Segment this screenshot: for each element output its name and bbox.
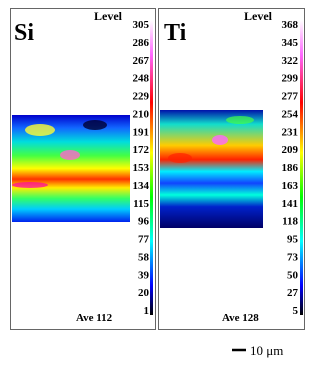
scale-label: 172: [133, 144, 150, 156]
map-blob: [60, 150, 80, 160]
scale-label: 58: [138, 251, 150, 263]
scale-label: 153: [133, 162, 150, 174]
panel-frame: [10, 8, 156, 330]
map-blob: [25, 124, 55, 136]
scale-label: 210: [133, 108, 150, 120]
scale-label: 286: [133, 37, 150, 49]
scale-label: 229: [133, 91, 150, 103]
scale-label: 163: [282, 180, 299, 192]
element-label: Ti: [164, 20, 187, 46]
scale-label: 96: [138, 216, 150, 228]
scale-label: 254: [282, 108, 299, 120]
scale-label: 77: [138, 234, 150, 246]
scale-bar-label: 10 μm: [250, 343, 283, 358]
level-label: Level: [244, 9, 273, 23]
map-blob: [226, 116, 254, 124]
scale-labels: 305 286 267 248 229 210 191 172 153 134 115 96 77 58 3…: [133, 19, 150, 317]
scale-label: 1: [144, 305, 150, 317]
map-blob: [212, 135, 228, 145]
scale-label: 118: [282, 216, 298, 228]
scale-label: 5: [293, 305, 299, 317]
panel-frame: [158, 8, 305, 330]
map-blob: [12, 182, 48, 188]
color-bar: [300, 20, 303, 315]
scale-label: 27: [287, 287, 299, 299]
scale-label: 134: [133, 180, 150, 192]
scale-label: 248: [133, 73, 150, 85]
scale-label: 20: [138, 287, 150, 299]
scale-labels: 368 345 322 299 277 254 231 209 186 163 141 118 95 73…: [282, 19, 299, 317]
scale-label: 95: [287, 234, 299, 246]
scale-label: 50: [287, 269, 299, 281]
average-label: Ave 128: [222, 312, 259, 324]
scale-label: 368: [282, 19, 299, 31]
scale-label: 115: [133, 198, 149, 210]
scale-label: 322: [282, 55, 299, 67]
map-blob: [83, 120, 107, 130]
map-blob: [168, 153, 192, 163]
scale-label: 305: [133, 19, 150, 31]
scale-label: 73: [287, 251, 299, 263]
element-label: Si: [14, 20, 34, 46]
scale-label: 209: [282, 144, 299, 156]
scale-label: 141: [282, 198, 299, 210]
scale-label: 191: [133, 126, 150, 138]
color-bar: [150, 20, 153, 315]
scale-label: 299: [282, 73, 299, 85]
scale-label: 277: [282, 91, 299, 103]
scale-label: 39: [138, 269, 150, 281]
ti-map: [160, 110, 263, 228]
scale-label: 267: [133, 55, 150, 67]
scale-label: 186: [282, 162, 299, 174]
scale-label: 345: [282, 37, 299, 49]
level-label: Level: [94, 9, 123, 23]
average-label: Ave 112: [76, 312, 113, 324]
scale-label: 231: [282, 126, 299, 138]
